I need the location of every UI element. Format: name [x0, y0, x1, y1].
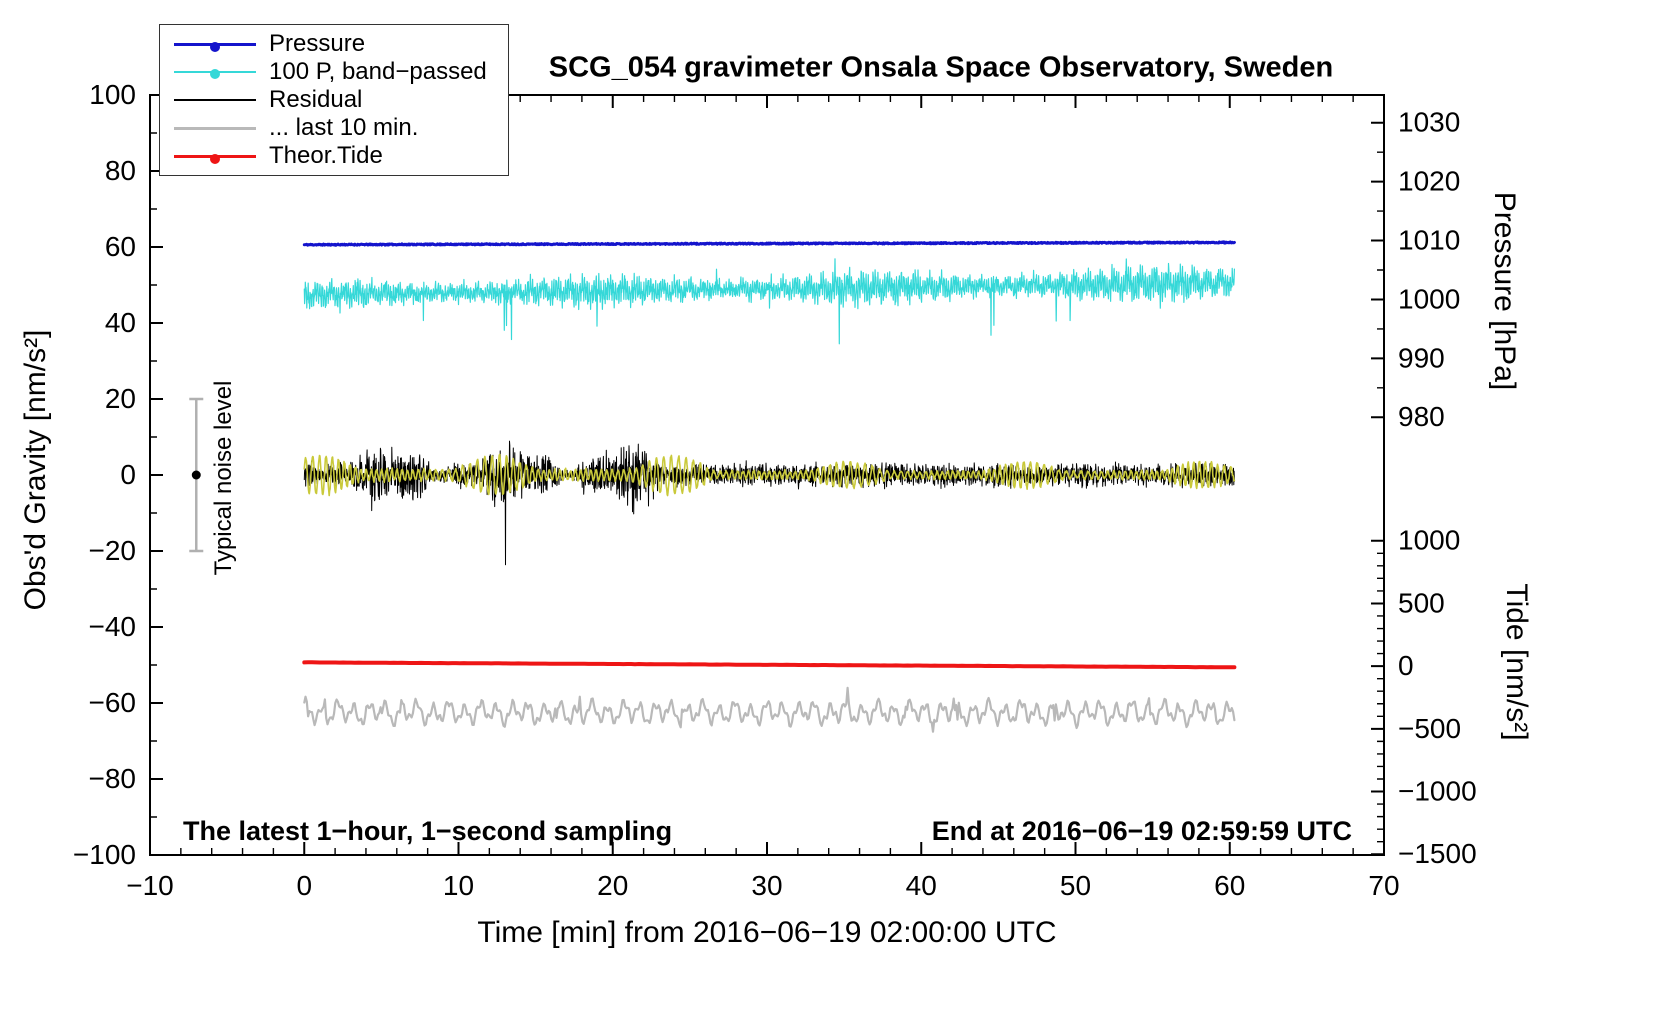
legend-item-theor-tide: Theor.Tide [160, 142, 508, 170]
gravity-tick-label: 20 [105, 383, 136, 414]
x-tick-label: 50 [1060, 870, 1091, 901]
x-tick-label: 30 [751, 870, 782, 901]
gravity-tick-label: −100 [73, 839, 136, 870]
legend-label: Residual [269, 86, 363, 113]
series-theor_tide-line [302, 660, 1237, 670]
gravity-tick-label: −40 [89, 611, 137, 642]
x-tick-label: 60 [1214, 870, 1245, 901]
series-residual_last10-line [303, 686, 1236, 733]
axis-major-ticks [149, 94, 1385, 856]
legend-line-residual [174, 99, 256, 101]
legend-item-residual: Residual [160, 86, 508, 114]
gravity-tick-label: 0 [120, 459, 136, 490]
sampling-annotation: The latest 1−hour, 1−second sampling [183, 816, 673, 846]
gravity-tick-label: −60 [89, 687, 137, 718]
legend-marker-theor-tide [210, 154, 220, 165]
legend-item-pressure: Pressure [160, 30, 508, 58]
y-axis-label-pressure: Pressure [hPa] [1488, 191, 1521, 391]
legend-label: ... last 10 min. [269, 114, 419, 141]
gravity-tick-label: 40 [105, 307, 136, 338]
y-axis-label-tide: Tide [nm/s²] [1500, 583, 1533, 741]
x-tick-label: 10 [443, 870, 474, 901]
legend-line-theor-tide [174, 154, 256, 165]
noise-level-label: Typical noise level [210, 380, 237, 576]
noise-center-dot [191, 470, 201, 480]
legend-item-bandpassed: 100 P, band−passed [160, 58, 508, 86]
tide-tick-label: 500 [1398, 587, 1445, 618]
end-time-annotation: End at 2016−06−19 02:59:59 UTC [931, 816, 1352, 846]
legend: Pressure 100 P, band−passed Residual ...… [159, 24, 509, 176]
legend-label: Pressure [269, 30, 366, 57]
x-tick-label: 70 [1368, 870, 1399, 901]
gravity-tick-label: 100 [89, 79, 136, 110]
series-pressure-line [302, 240, 1236, 247]
legend-label: 100 P, band−passed [269, 58, 487, 85]
pressure-tick-label: 980 [1398, 401, 1445, 432]
x-axis-label: Time [min] from 2016−06−19 02:00:00 UTC [477, 916, 1057, 949]
legend-marker-bandpassed [210, 69, 220, 79]
legend-line-last10min [174, 126, 256, 130]
pressure-tick-label: 1010 [1398, 225, 1460, 256]
series-pressure_bandpassed-line [303, 258, 1236, 345]
gravity-tick-label: −80 [89, 763, 137, 794]
legend-line-pressure [174, 42, 256, 52]
pressure-tick-label: 990 [1398, 342, 1445, 373]
tide-tick-label: −1000 [1398, 776, 1477, 807]
x-tick-label: −10 [126, 870, 174, 901]
pressure-tick-label: 1020 [1398, 166, 1460, 197]
chart-title: SCG_054 gravimeter Onsala Space Observat… [548, 51, 1334, 84]
series-residual-line [303, 440, 1235, 566]
pressure-tick-label: 1000 [1398, 283, 1460, 314]
legend-marker-pressure [210, 42, 220, 52]
tide-tick-label: −500 [1398, 713, 1461, 744]
gravity-tick-label: 60 [105, 231, 136, 262]
tide-tick-label: −1500 [1398, 838, 1477, 869]
legend-line-bandpassed [174, 69, 256, 79]
x-tick-label: 40 [906, 870, 937, 901]
tide-tick-label: 0 [1398, 650, 1414, 681]
pressure-tick-label: 1030 [1398, 107, 1460, 138]
legend-label: Theor.Tide [269, 142, 383, 169]
x-tick-label: 20 [597, 870, 628, 901]
tide-tick-label: 1000 [1398, 525, 1460, 556]
legend-item-last10min: ... last 10 min. [160, 114, 508, 142]
x-tick-label: 0 [296, 870, 312, 901]
y-axis-label-gravity: Obs'd Gravity [nm/s²] [19, 329, 52, 611]
series-residual_smoothed-line [303, 453, 1236, 497]
gravity-tick-label: −20 [89, 535, 137, 566]
gravity-tick-label: 80 [105, 155, 136, 186]
